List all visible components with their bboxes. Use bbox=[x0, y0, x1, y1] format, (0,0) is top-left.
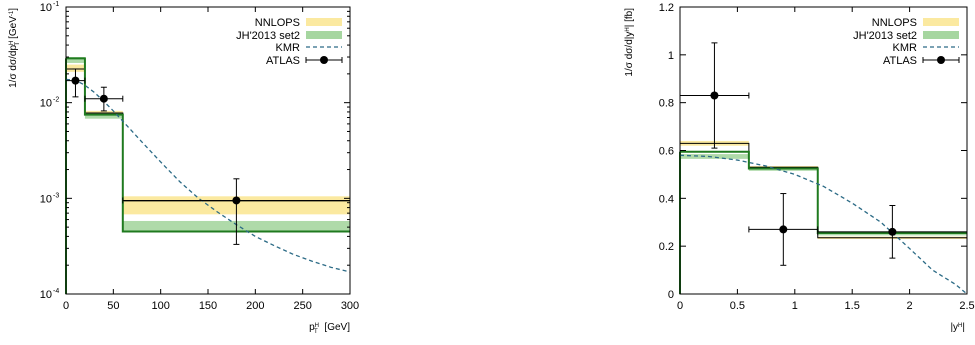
x-tick-label: 1.5 bbox=[845, 300, 860, 312]
rapidity-x-axis-label: |yH| bbox=[950, 322, 965, 333]
legend-jh-swatch bbox=[306, 31, 342, 39]
rapidity-panel: 0 0.5 1 1.5 2 2.5 0 0.2 0.4 0.6 0.8 1 1.2 |yH| 1/σ d… bbox=[624, 2, 975, 333]
x-tick-label: 100 bbox=[151, 300, 169, 312]
legend-jh-swatch bbox=[923, 31, 959, 39]
legend-nnlops-label: NNLOPS bbox=[255, 17, 300, 29]
x-tick-label: 0 bbox=[677, 300, 683, 312]
legend-kmr-label: KMR bbox=[893, 42, 918, 54]
y-tick-label: 10 bbox=[40, 289, 52, 301]
x-tick-label: 150 bbox=[199, 300, 217, 312]
y-tick-label: 0.8 bbox=[659, 98, 674, 110]
y-tick-label: 10 bbox=[40, 98, 52, 110]
rapidity-plot-frame bbox=[679, 6, 968, 295]
nnlops-line bbox=[66, 68, 350, 202]
y-tick-exponent: -4 bbox=[53, 288, 59, 295]
atlas-point bbox=[99, 94, 108, 103]
kmr-curve bbox=[65, 78, 351, 273]
legend-atlas-marker bbox=[320, 56, 328, 64]
y-tick-exponent: -3 bbox=[53, 192, 59, 199]
y-tick-label: 1 bbox=[668, 50, 674, 62]
x-tick-label: 2.5 bbox=[959, 300, 974, 312]
y-tick-label: 1.2 bbox=[659, 2, 674, 14]
pt-x-axis-label: pH T [GeV] bbox=[309, 322, 350, 335]
atlas-point bbox=[232, 196, 241, 205]
y-tick-label: 10 bbox=[40, 2, 52, 14]
jh-line bbox=[680, 150, 967, 235]
atlas-point bbox=[710, 91, 719, 100]
legend-nnlops-swatch bbox=[306, 18, 342, 26]
y-tick-label: 0.2 bbox=[659, 241, 674, 253]
legend-nnlops-label: NNLOPS bbox=[872, 17, 917, 29]
x-tick-label: 2 bbox=[907, 300, 913, 312]
jh-band bbox=[680, 154, 749, 159]
legend-nnlops-swatch bbox=[923, 18, 959, 26]
pt-plot-frame bbox=[65, 6, 351, 295]
y-tick-exponent: -2 bbox=[53, 97, 59, 104]
y-tick-label: 0.6 bbox=[659, 146, 674, 158]
x-tick-label: 50 bbox=[107, 300, 119, 312]
y-tick-label: 0 bbox=[668, 289, 674, 301]
atlas-point bbox=[888, 227, 897, 236]
legend-atlas-marker bbox=[937, 56, 945, 64]
atlas-point bbox=[71, 76, 80, 85]
atlas-point bbox=[779, 225, 788, 234]
x-tick-label: 0.5 bbox=[730, 300, 745, 312]
legend-jh-label: JH'2013 set2 bbox=[853, 30, 917, 42]
pt-y-axis-label: 1/σ dσ/dpHT[GeV-1] bbox=[8, 8, 21, 88]
nnlops-line bbox=[680, 142, 967, 239]
legend-atlas-label: ATLAS bbox=[266, 55, 300, 67]
x-tick-label: 200 bbox=[246, 300, 264, 312]
kmr-curve bbox=[679, 154, 968, 295]
x-tick-label: 250 bbox=[293, 300, 311, 312]
y-tick-label: 0.4 bbox=[659, 193, 674, 205]
x-tick-label: 300 bbox=[341, 300, 359, 312]
jh-band bbox=[66, 57, 85, 63]
jh-line bbox=[66, 57, 350, 233]
x-tick-label: 0 bbox=[63, 300, 69, 312]
legend-jh-label: JH'2013 set2 bbox=[236, 30, 300, 42]
nnlops-band bbox=[66, 64, 85, 72]
rapidity-y-axis-label: 1/σ dσ/d|yH| [fb] bbox=[624, 8, 635, 77]
legend-atlas-label: ATLAS bbox=[883, 55, 917, 67]
x-tick-label: 1 bbox=[792, 300, 798, 312]
legend-kmr-label: KMR bbox=[276, 42, 301, 54]
y-tick-label: 10 bbox=[40, 193, 52, 205]
jh-band bbox=[84, 113, 123, 119]
y-tick-exponent: -1 bbox=[53, 1, 59, 8]
